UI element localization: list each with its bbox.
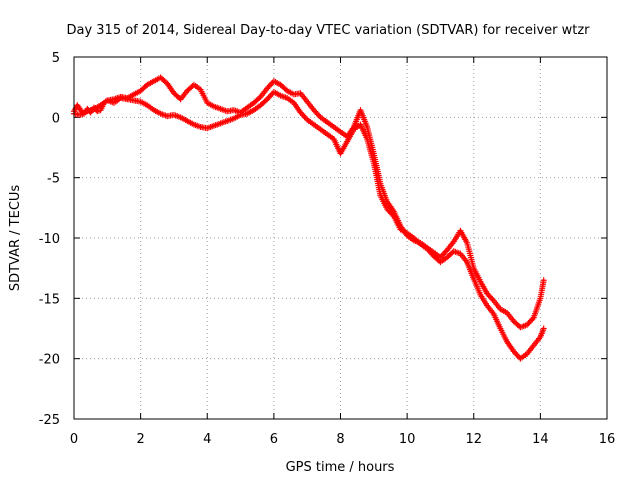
axis-ticks: 0 2 4 6 8 10 12 14 16 5 0 -5 -10 -15 -20 -25 xyxy=(39,51,616,447)
x-tick-label: 6 xyxy=(270,432,278,447)
x-axis-label: GPS time / hours xyxy=(286,460,395,475)
x-tick-label: 14 xyxy=(532,432,549,447)
y-tick-label: -25 xyxy=(39,413,60,428)
data-point xyxy=(540,325,547,332)
plot-frame xyxy=(73,56,608,420)
data-points xyxy=(71,74,547,362)
x-tick-label: 10 xyxy=(399,432,416,447)
data-point xyxy=(540,277,547,284)
x-tick-label: 8 xyxy=(336,432,344,447)
series-trace-b xyxy=(71,88,547,362)
x-tick-label: 16 xyxy=(599,432,616,447)
data-point xyxy=(256,95,263,102)
x-tick-label: 12 xyxy=(465,432,482,447)
x-tick-label: 0 xyxy=(70,432,78,447)
data-point xyxy=(262,97,269,104)
y-tick-label: 5 xyxy=(52,51,60,66)
y-axis-label: SDTVAR / TECUs xyxy=(8,185,23,292)
y-tick-label: -15 xyxy=(39,292,60,307)
x-tick-label: 2 xyxy=(136,432,144,447)
y-tick-label: -10 xyxy=(39,232,60,247)
x-tick-label: 4 xyxy=(203,432,211,447)
chart-title: Day 315 of 2014, Sidereal Day-to-day VTE… xyxy=(66,23,590,38)
y-tick-label: 0 xyxy=(52,111,60,126)
y-tick-label: -20 xyxy=(39,353,60,368)
y-tick-label: -5 xyxy=(47,172,60,187)
